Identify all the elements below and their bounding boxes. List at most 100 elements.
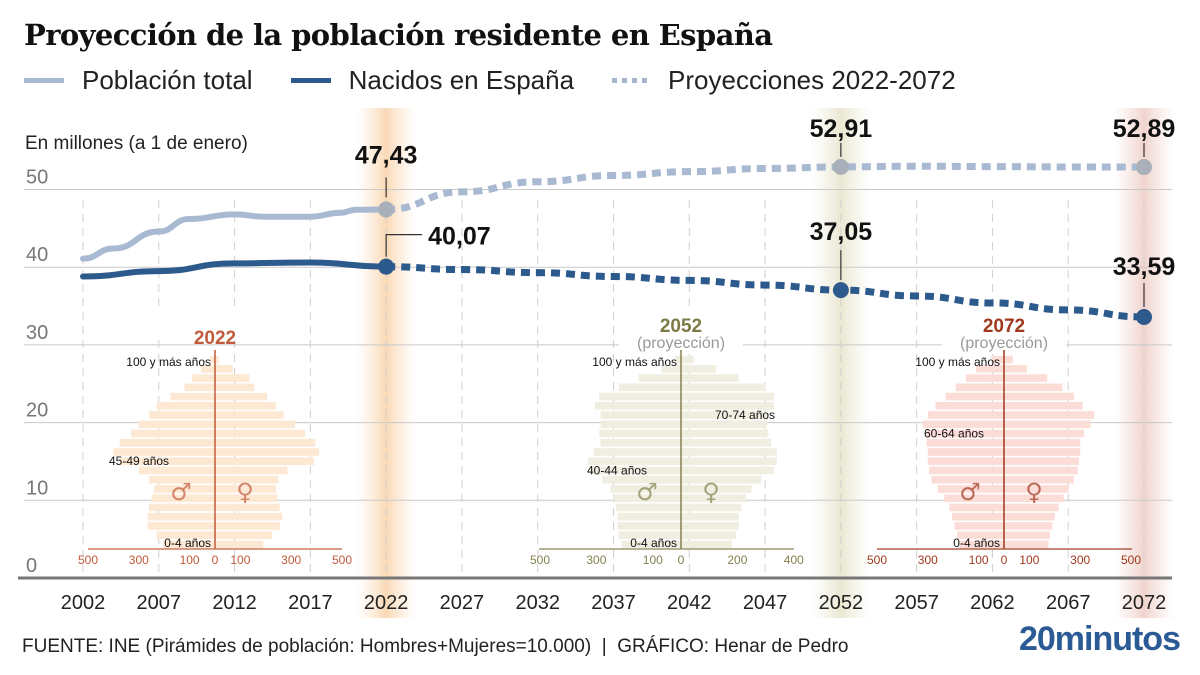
pyramid-bar-men [148,503,215,512]
pyramid-title-backdrop [619,312,743,354]
pyramid-bar-women [1004,512,1055,521]
pyramid-bar-women [215,429,306,438]
pyramid-bar-men [929,466,1004,475]
pyramid-bar-women [1004,420,1091,429]
pyramid-bar-women [1004,531,1050,539]
value-label: 52,89 [1113,115,1176,143]
age-label-highlight: 45-49 años [109,454,169,468]
pyramid-bar-men [616,503,681,512]
x-tick-label: 2032 [515,592,560,614]
pyramid-bar-women [215,512,283,521]
pyramid-bar-women [681,512,739,521]
pyramid-tick-label: 300 [129,553,149,567]
pyramid-bar-men [976,365,1004,373]
pyramid-bar-women [215,411,284,419]
pyramid-tick-label: 0 [212,553,219,567]
legend-label-nacidos: Nacidos en España [348,64,575,95]
pyramid-bar-women [681,420,768,429]
y-tick-label: 50 [26,167,48,189]
pyramid-bar-women [1004,485,1069,493]
pyramid-bar-men [162,540,215,549]
pyramid-bar-women [1004,540,1049,549]
pyramid-bar-women [681,466,775,475]
pyramid-bar-men [170,392,215,401]
legend-swatch-nacidos [290,77,331,83]
pyramid-bar-men [599,392,681,401]
legend: Población total Nacidos en España Proyec… [24,62,994,98]
legend-swatch-total [24,77,64,83]
pyramid-bar-men [201,365,215,373]
pyramid-bar-men [192,374,215,382]
age-label-highlight-left: 40-44 años [587,463,647,477]
pyramid-tick-label: 100 [230,553,250,567]
x-tick-label: 2022 [364,592,409,614]
pyramid-bar-men [613,494,681,503]
male-icon: ♂ [170,478,192,506]
pyramid-bar-women [681,457,777,466]
pyramid-bar-men [151,494,215,503]
annotation-leader [385,234,423,257]
age-label-bottom: 0-4 años [630,536,677,550]
data-point-marker [832,282,849,299]
pyramid-bar-men [957,531,1004,539]
pyramid-tick-label: 300 [281,553,301,567]
pyramid-bar-women [1004,438,1081,447]
pyramid-bar-women [681,475,762,484]
pyramid-bar-women [215,531,273,539]
value-label: 33,59 [1113,253,1176,281]
pyramid-bar-men [935,401,1004,410]
population-pyramid-2022: 2022 500 300 100 0 100 300 500 100 y más años 0-4… [78,312,352,567]
pyramid-year-title: 2052 [660,316,702,337]
pyramid-bar-women [215,383,255,392]
legend-label-projection: Proyecciones 2022-2072 [668,64,956,95]
pyramid-bar-men [184,383,215,392]
age-label-bottom: 0-4 años [164,536,211,550]
pyramid-bar-women [1004,448,1081,456]
pyramid-bar-women [1004,503,1059,512]
pyramid-bar-women [681,438,772,447]
brand-logo: 20minutos [1018,620,1181,658]
pyramid-bar-women [1004,475,1074,484]
pyramid-bar-men [594,401,681,410]
series-line-total-observed [80,206,390,262]
pyramid-bar-men [600,438,681,447]
pyramid-bar-women [681,485,752,493]
x-tick-label: 2057 [894,592,939,614]
pyramid-bar-women [681,531,736,539]
pyramid-bar-women [215,374,250,382]
pyramid-tick-label: 500 [1121,553,1141,567]
pyramid-bar-women [681,522,739,530]
y-tick-label: 30 [26,322,48,344]
x-tick-label: 2062 [970,592,1015,614]
x-tick-label: 2047 [743,592,788,614]
x-tick-label: 2037 [591,592,636,614]
pyramid-tick-label: 500 [78,553,98,567]
pyramid-bar-men [148,411,215,419]
y-tick-label: 10 [26,477,48,499]
pyramid-bar-men [618,383,681,392]
pyramid-bar-women [215,466,288,475]
pyramid-bar-women [215,494,278,503]
pyramid-bar-women [681,374,739,382]
pyramid-bar-men [621,540,681,549]
pyramid-bar-men [922,420,1004,429]
pyramid-bar-men [926,429,1004,438]
pyramid-bar-men [599,429,681,438]
pyramid-bar-women [681,448,777,456]
pyramid-bar-women [1004,466,1078,475]
chart-title: Proyección de la población residente en … [24,18,773,52]
pyramid-bar-women [1004,411,1095,419]
pyramid-bar-women [1004,374,1048,382]
pyramid-tick-label: 500 [530,553,550,567]
pyramid-bar-men [959,540,1004,549]
pyramid-subtitle: (proyección) [637,335,725,352]
pyramid-bar-women [1004,365,1027,373]
pyramid-bar-women [215,503,280,512]
female-icon: ♀ [236,478,254,506]
pyramid-bar-women [1004,522,1053,530]
pyramid-bar-women [681,355,694,364]
pyramid-bar-men [147,522,215,530]
source-footer: FUENTE: INE (Pirámides de población: Hom… [22,636,849,657]
pyramid-tick-label: 0 [1001,553,1008,567]
pyramid-bar-women [681,392,775,401]
